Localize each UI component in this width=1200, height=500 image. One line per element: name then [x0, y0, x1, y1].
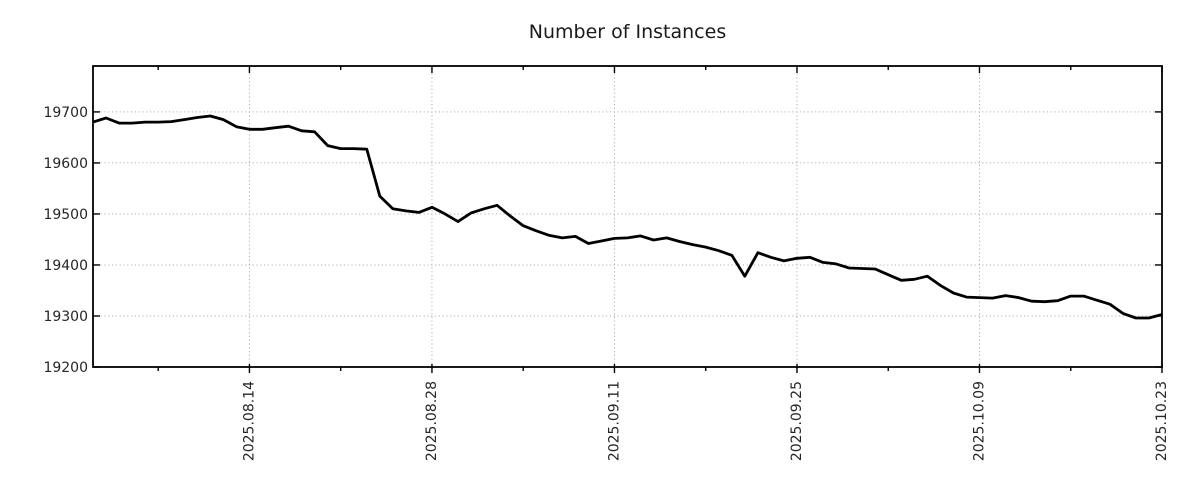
x-tick-label: 2025.08.28	[424, 381, 440, 461]
axis-tick-labels: 19200 19300 19400 19500 19600 19700 2025.08.14…	[43, 105, 1170, 461]
x-tick-label: 2025.08.14	[241, 381, 257, 461]
y-tick-label: 19500	[43, 207, 88, 223]
chart-title: Number of Instances	[529, 21, 726, 43]
x-tick-label: 2025.09.25	[789, 381, 805, 461]
grid-layer	[93, 66, 1163, 368]
y-tick-label: 19200	[43, 360, 88, 376]
y-tick-label: 19400	[43, 258, 88, 274]
series-line	[92, 114, 1163, 320]
x-tick-label: 2025.10.09	[971, 381, 987, 461]
y-tick-label: 19600	[43, 156, 88, 172]
y-tick-label: 19700	[43, 105, 88, 121]
x-tick-label: 2025.10.23	[1154, 381, 1170, 461]
x-tick-label: 2025.09.11	[606, 381, 622, 461]
plot-border	[92, 65, 1163, 368]
y-tick-label: 19300	[43, 309, 88, 325]
